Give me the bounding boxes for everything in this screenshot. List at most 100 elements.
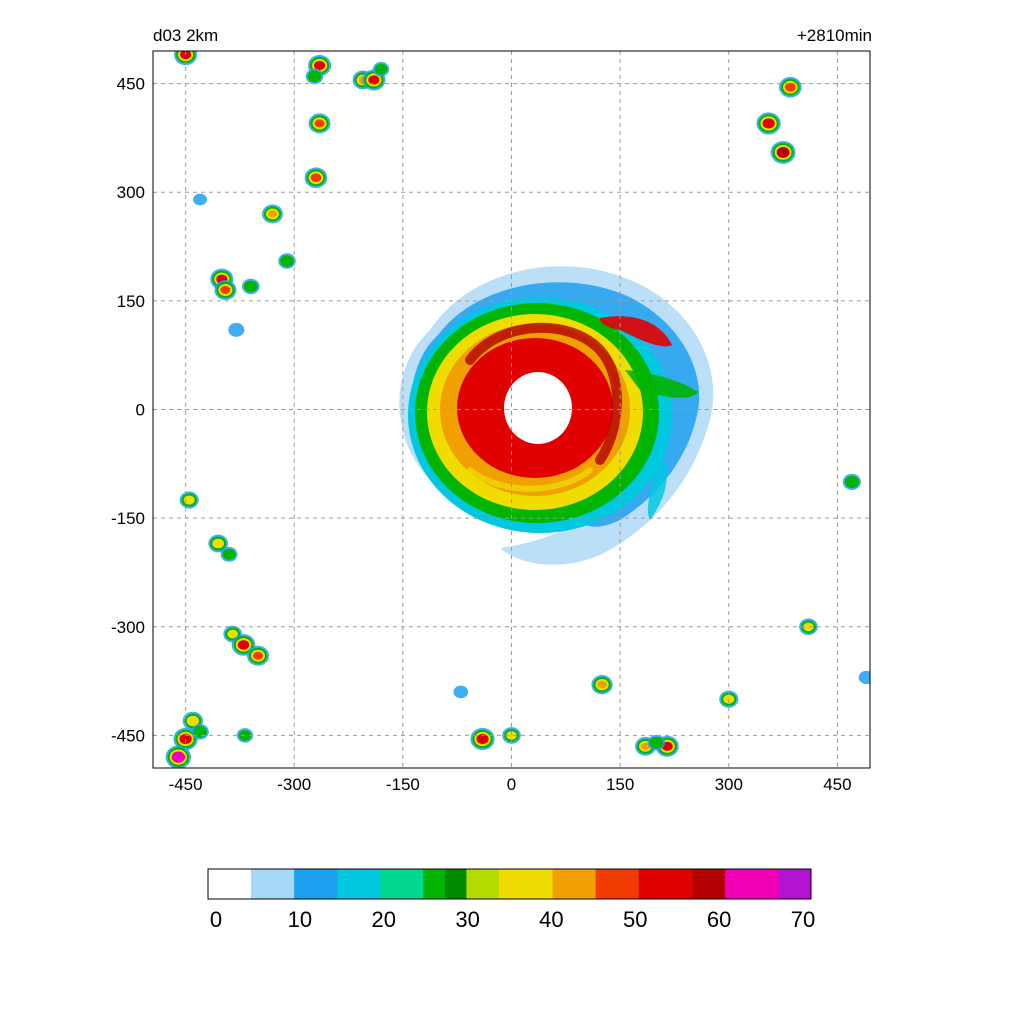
spiral-band-1 <box>465 322 622 465</box>
hurricane-echo <box>399 266 714 565</box>
convective-cell <box>756 112 781 135</box>
convective-cell <box>308 113 331 134</box>
time-label: +2810min <box>796 26 872 45</box>
convective-cell <box>220 546 238 562</box>
x-tick-label: 150 <box>606 775 634 794</box>
colorbar-tick-label: 70 <box>791 907 815 932</box>
colorbar-swatch <box>272 869 284 899</box>
colorbar-swatch <box>552 869 564 899</box>
colorbar-swatch <box>434 869 446 899</box>
colorbar-swatch <box>369 869 381 899</box>
y-tick-label: 0 <box>136 401 145 420</box>
colorbar-swatch <box>714 869 726 899</box>
colorbar-swatch <box>649 869 661 899</box>
colorbar-swatch <box>455 869 467 899</box>
convective-cell <box>779 76 802 98</box>
colorbar-swatch <box>240 869 252 899</box>
colorbar-frame <box>207 868 812 900</box>
colorbar-swatch <box>520 869 532 899</box>
x-axis: -450 -300 -150 0 150 300 450 <box>169 775 852 794</box>
colorbar-swatch <box>498 869 510 899</box>
colorbar-tick-label: 60 <box>707 907 731 932</box>
convective-cell <box>305 68 324 85</box>
convective-cell <box>858 670 870 685</box>
convective-cell <box>193 193 207 206</box>
colorbar-tick-label: 10 <box>288 907 312 932</box>
domain-label: d03 2km <box>153 26 219 45</box>
colorbar-swatch <box>724 869 737 899</box>
convective-cell <box>174 51 198 66</box>
convective-cell <box>304 167 328 189</box>
x-tick-label: 450 <box>823 775 851 794</box>
colorbar-swatch <box>283 869 295 899</box>
colorbar-swatch <box>595 869 607 899</box>
colorbar-swatch <box>757 869 769 899</box>
colorbar-swatch <box>800 869 812 899</box>
convective-cell <box>247 645 270 666</box>
x-tick-label: 0 <box>507 775 516 794</box>
convective-cell <box>241 278 260 295</box>
east-band <box>625 370 698 398</box>
colorbar-tick-label: 30 <box>455 907 479 932</box>
colorbar-swatch <box>380 869 392 899</box>
colorbar-swatch <box>208 869 220 899</box>
colorbar-swatch <box>509 869 521 899</box>
colorbar-tick-label: 0 <box>210 907 222 932</box>
colorbar-swatch <box>627 869 640 899</box>
colorbar: 0 10 20 30 40 50 60 70 <box>207 868 815 932</box>
plot-frame <box>152 50 871 769</box>
colorbar-swatch <box>261 869 274 899</box>
southeast-band <box>647 450 667 520</box>
y-tick-label: 450 <box>117 75 145 94</box>
colorbar-swatch <box>337 869 349 899</box>
y-axis: 450 300 150 0 -150 -300 -450 <box>111 75 145 746</box>
y-tick-label: 300 <box>117 183 145 202</box>
colorbar-swatch <box>315 869 327 899</box>
colorbar-swatch <box>692 869 704 899</box>
colorbar-swatch <box>229 869 241 899</box>
colorbar-swatch <box>617 869 629 899</box>
convective-cell <box>165 745 192 768</box>
eye <box>504 372 572 444</box>
convective-cell <box>214 280 237 300</box>
colorbar-swatch <box>294 869 306 899</box>
convective-cell <box>262 204 283 224</box>
colorbar-swatch <box>466 869 478 899</box>
scattered-convective-cells <box>165 51 870 768</box>
colorbar-swatch <box>767 869 780 899</box>
colorbar-tick-label: 40 <box>539 907 563 932</box>
colorbar-swatch <box>746 869 758 899</box>
convective-cell <box>453 685 469 699</box>
convective-cell <box>208 534 229 553</box>
spiral-band-2 <box>467 467 593 492</box>
colorbar-swatch <box>358 869 371 899</box>
convective-cell <box>591 675 613 695</box>
colorbar-tick-label: 50 <box>623 907 647 932</box>
colorbar-swatch <box>584 869 597 899</box>
colorbar-swatch <box>789 869 801 899</box>
northeast-band <box>600 316 672 347</box>
colorbar-swatch <box>574 869 586 899</box>
x-tick-label: -450 <box>169 775 203 794</box>
colorbar-swatch <box>401 869 414 899</box>
colorbar-swatch <box>423 869 435 899</box>
convective-cell <box>842 473 862 491</box>
y-tick-label: -450 <box>111 726 145 745</box>
colorbar-swatch <box>444 869 457 899</box>
convective-cell <box>799 618 818 636</box>
colorbar-swatch <box>638 869 650 899</box>
x-tick-label: -300 <box>277 775 311 794</box>
convective-cell <box>228 322 245 337</box>
convective-cell <box>770 140 796 164</box>
convective-cell <box>502 727 521 744</box>
colorbar-swatch <box>218 869 231 899</box>
convective-cell <box>191 724 209 740</box>
colorbar-swatch <box>412 869 424 899</box>
colorbar-swatch <box>326 869 338 899</box>
colorbar-tick-label: 20 <box>371 907 395 932</box>
colorbar-swatch <box>778 869 790 899</box>
colorbar-swatch <box>477 869 489 899</box>
colorbar-swatch <box>671 869 683 899</box>
convective-cell <box>372 61 390 77</box>
colorbar-swatch <box>304 869 317 899</box>
